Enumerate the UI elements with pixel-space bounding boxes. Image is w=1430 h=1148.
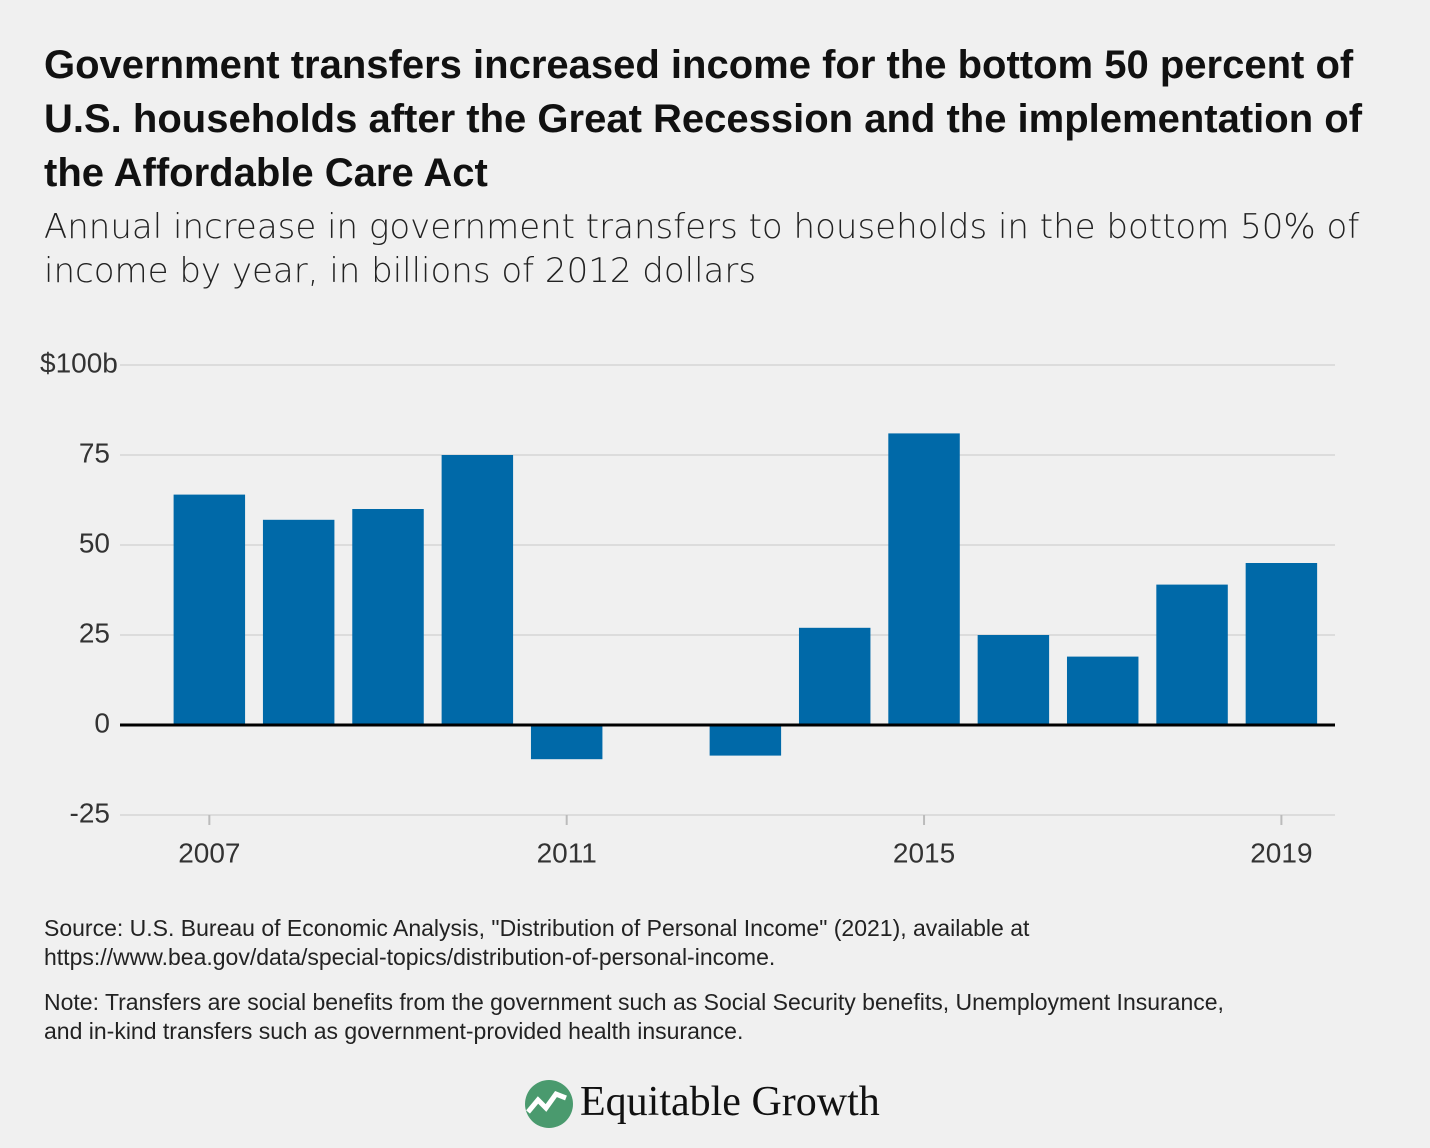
- x-tick-label: 2019: [1250, 837, 1312, 868]
- x-tick-label: 2015: [893, 837, 955, 868]
- logo-icon: [525, 1080, 573, 1128]
- source: Source: U.S. Bureau of Economic Analysis…: [44, 915, 1030, 970]
- bar: [1066, 656, 1139, 725]
- bar: [441, 455, 514, 725]
- x-tick-label: 2007: [178, 837, 240, 868]
- y-tick-label: 75: [79, 437, 110, 468]
- chart-subtitle: Annual increase in government transfers …: [44, 207, 1360, 291]
- y-tick-label: 50: [79, 527, 110, 558]
- bar: [262, 519, 335, 725]
- bar: [709, 725, 782, 756]
- bar: [1156, 584, 1228, 725]
- x-tick-label: 2011: [537, 837, 597, 868]
- y-tick-label: 25: [79, 617, 110, 648]
- y-tick-label: $100b: [40, 347, 118, 378]
- bar: [1245, 563, 1318, 725]
- y-tick-label: -25: [70, 797, 110, 828]
- bar: [352, 509, 424, 725]
- bar: [888, 433, 960, 725]
- chart-title: Government transfers increased income fo…: [44, 43, 1363, 195]
- bar: [977, 635, 1050, 725]
- bar: [798, 627, 871, 725]
- note: Note: Transfers are social benefits from…: [44, 989, 1224, 1044]
- bar: [173, 494, 246, 725]
- y-tick-label: 0: [94, 707, 110, 738]
- bar: [530, 725, 603, 760]
- logo-text: Equitable Growth: [580, 1079, 880, 1125]
